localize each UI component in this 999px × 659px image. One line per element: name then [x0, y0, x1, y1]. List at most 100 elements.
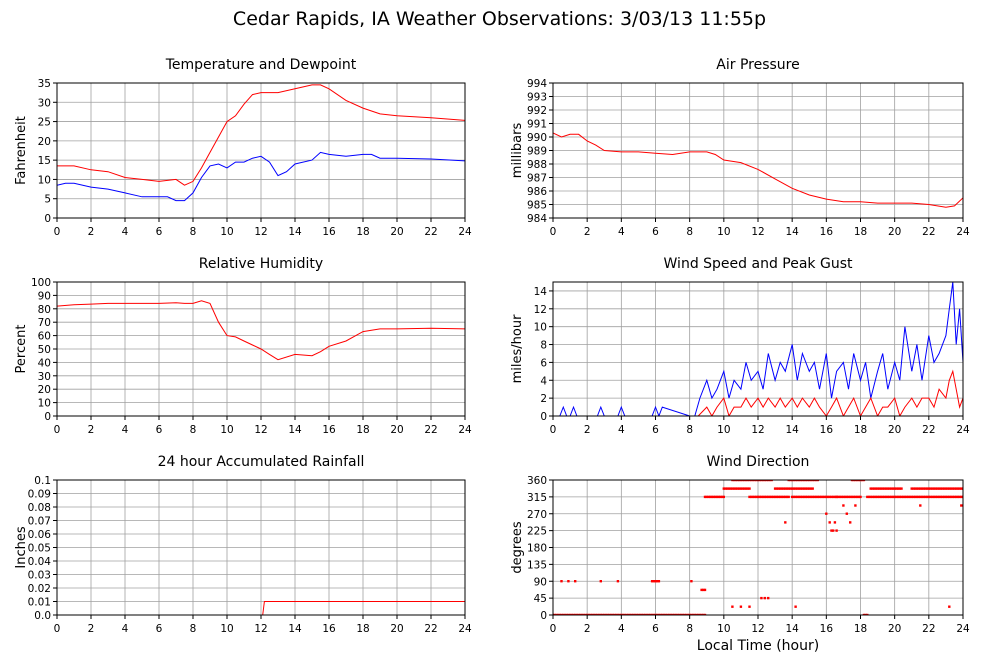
data-point [871, 487, 874, 490]
data-point [799, 480, 802, 482]
data-point [937, 487, 941, 490]
data-point [883, 487, 886, 490]
data-point [748, 495, 751, 499]
data-point [715, 495, 719, 499]
data-point [773, 487, 777, 490]
x-tick-label: 0 [550, 226, 557, 238]
data-point [719, 495, 722, 499]
y-tick-label: 988 [527, 159, 547, 171]
data-point [784, 495, 787, 499]
data-point [888, 495, 891, 499]
data-point [669, 613, 673, 615]
data-point [902, 495, 905, 499]
data-point [806, 487, 809, 490]
data-point [855, 495, 859, 499]
data-point [703, 613, 707, 615]
y-tick-label: 70 [38, 317, 51, 329]
data-point [835, 529, 838, 532]
data-point [732, 480, 736, 482]
data-point [777, 487, 780, 490]
data-point [782, 495, 785, 499]
plot-frame [56, 479, 466, 616]
x-tick-label: 0 [550, 424, 557, 436]
series-line-1 [57, 601, 465, 615]
y-tick-label: 0.07 [28, 516, 51, 528]
data-point [666, 613, 669, 615]
data-point [560, 580, 563, 583]
data-point [879, 495, 883, 499]
data-point [809, 495, 813, 499]
data-point [842, 504, 845, 507]
x-tick-label: 4 [618, 424, 625, 436]
x-tick-label: 18 [356, 226, 369, 238]
data-point [932, 487, 936, 490]
x-tick-label: 20 [390, 226, 403, 238]
x-tick-label: 22 [424, 424, 437, 436]
data-point [862, 613, 866, 615]
data-point [895, 495, 898, 499]
data-point [787, 487, 790, 490]
data-point [572, 613, 575, 615]
data-point [753, 480, 756, 482]
data-point [821, 495, 825, 499]
data-point [828, 521, 831, 524]
data-point [799, 495, 802, 499]
x-tick-label: 22 [424, 623, 437, 635]
y-tick-label: 4 [540, 375, 547, 387]
data-point [668, 613, 671, 615]
data-point [756, 480, 760, 482]
data-point [767, 480, 770, 482]
x-tick-label: 22 [424, 226, 437, 238]
data-point [791, 480, 794, 482]
series-group [57, 300, 465, 361]
data-point [685, 613, 688, 615]
data-point [811, 495, 814, 499]
x-tick-label: 4 [122, 623, 129, 635]
data-point [951, 495, 954, 499]
data-point [925, 487, 929, 490]
y-tick-label: 0.02 [28, 583, 51, 595]
x-tick-label: 4 [618, 226, 625, 238]
y-tick-label: 0 [44, 411, 51, 423]
x-tick-label: 24 [458, 623, 472, 635]
data-point [591, 613, 594, 615]
y-tick-label: 0 [540, 411, 547, 423]
data-point [931, 495, 934, 499]
x-tick-label: 2 [584, 623, 591, 635]
data-point [861, 480, 864, 482]
data-point [953, 495, 956, 499]
data-point [919, 504, 922, 507]
data-point [697, 613, 700, 615]
data-point [787, 480, 790, 482]
data-point [746, 480, 749, 482]
x-tick-label: 10 [220, 623, 233, 635]
series-line-2 [553, 369, 963, 416]
data-point [688, 613, 691, 615]
data-point [693, 613, 696, 615]
data-point [765, 480, 768, 482]
data-point [703, 495, 707, 499]
data-point [886, 487, 889, 490]
y-tick-label: 180 [527, 543, 547, 555]
data-point [946, 487, 949, 490]
data-point [878, 487, 881, 490]
data-point [922, 495, 925, 499]
data-point [915, 487, 919, 490]
data-point [664, 613, 667, 615]
data-point [676, 613, 679, 615]
data-point [869, 487, 872, 490]
data-point [908, 495, 912, 499]
data-point [618, 613, 621, 615]
x-tick-label: 12 [751, 226, 764, 238]
y-tick-label: 987 [527, 173, 547, 185]
data-point [910, 495, 913, 499]
data-point [956, 495, 960, 499]
y-tick-label: 12 [534, 304, 547, 316]
data-point [627, 613, 630, 615]
data-point [734, 480, 737, 482]
y-tick-label: 360 [527, 475, 547, 487]
data-point [924, 487, 927, 490]
data-point [755, 495, 758, 499]
data-point [845, 512, 848, 515]
series-group [57, 601, 465, 615]
